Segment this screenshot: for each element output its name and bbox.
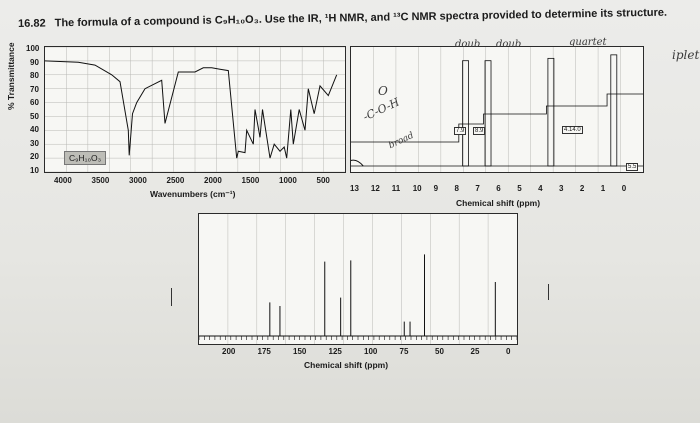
cnmr-spectrum-plot: [199, 214, 517, 344]
ir-spectrum-plot: [45, 47, 345, 172]
hnmr-x-tick: 7: [475, 184, 480, 193]
integration-7-9: 7.9: [454, 127, 467, 135]
handwriting-carbonyl-o: O: [378, 84, 388, 98]
hnmr-x-tick: 6: [496, 184, 501, 193]
ir-y-tick: 40: [30, 125, 39, 134]
ir-y-tick: 80: [30, 71, 39, 80]
margin-mark-left: [171, 288, 172, 306]
ir-y-tick: 10: [30, 165, 39, 175]
hnmr-x-tick: 5: [517, 184, 522, 193]
ir-x-tick: 500: [316, 176, 330, 185]
ir-y-tick: 20: [30, 152, 39, 161]
ir-x-tick: 3500: [91, 176, 110, 185]
margin-mark-right: [548, 284, 549, 300]
hnmr-x-axis-label: Chemical shift (ppm): [456, 198, 541, 208]
cnmr-x-tick: 100: [364, 347, 378, 356]
hnmr-x-tick: 0: [621, 184, 627, 193]
cnmr-x-axis-label: Chemical shift (ppm): [304, 360, 389, 370]
ir-x-tick: 4000: [54, 176, 72, 185]
hnmr-x-tick: 4: [538, 184, 543, 193]
problem-statement: 16.82 The formula of a compound is C₉H₁₀…: [18, 7, 667, 30]
cnmr-spectrum-panel: [198, 213, 518, 345]
hnmr-spectrum-plot: [351, 47, 643, 172]
ir-y-tick: 50: [30, 111, 39, 121]
ir-y-tick: 100: [26, 44, 40, 53]
cnmr-x-tick: 50: [435, 347, 444, 356]
hnmr-x-tick: 9: [433, 184, 439, 193]
integration-8-9: 8.9: [473, 127, 486, 135]
hnmr-x-tick: 10: [412, 184, 422, 193]
ir-y-tick: 30: [30, 138, 39, 148]
handwriting-doub-1: doub: [455, 39, 481, 50]
ir-y-tick: 70: [30, 84, 39, 94]
hnmr-x-tick: 13: [350, 184, 359, 193]
hnmr-spectrum-panel: [350, 46, 644, 173]
cnmr-x-tick: 25: [470, 347, 480, 356]
integration-quartet: 4.14.0: [562, 126, 583, 134]
cnmr-x-tick: 125: [328, 347, 342, 356]
ir-spectrum-line: [45, 60, 338, 159]
cnmr-x-tick: 175: [257, 347, 271, 356]
handwriting-doub-2: doub: [496, 39, 522, 50]
handwriting-triplet: iplet: [672, 48, 700, 62]
ir-x-tick: 1500: [241, 176, 260, 185]
hnmr-x-tick: 11: [391, 184, 401, 193]
integration-triplet: 5.5: [626, 163, 639, 171]
cnmr-x-tick: 150: [293, 347, 307, 356]
hnmr-peak: [351, 159, 364, 167]
ir-formula-box: C₉H₁₀O₃: [64, 151, 107, 165]
ir-y-tick: 60: [30, 98, 39, 107]
hnmr-peak: [610, 54, 618, 167]
ir-y-tick: 90: [30, 57, 39, 67]
ir-x-tick: 3000: [129, 176, 147, 185]
cnmr-x-tick: 200: [222, 347, 236, 356]
hnmr-x-tick: 8: [454, 184, 459, 193]
ir-x-axis-label: Wavenumbers (cm⁻¹): [150, 189, 236, 199]
ir-y-axis-label: % Transmittance: [6, 42, 16, 110]
hnmr-x-tick: 1: [600, 184, 606, 193]
cnmr-x-tick: 75: [399, 347, 409, 356]
problem-number: 16.82: [18, 17, 46, 30]
cnmr-x-tick: 0: [506, 347, 511, 356]
ir-x-tick: 1000: [279, 176, 297, 185]
hnmr-x-tick: 3: [559, 184, 564, 193]
problem-text: The formula of a compound is C₉H₁₀O₃. Us…: [54, 6, 668, 30]
handwriting-quartet: quartet: [569, 37, 607, 48]
ir-x-tick: 2500: [166, 176, 185, 185]
hnmr-x-tick: 2: [579, 184, 585, 193]
hnmr-x-tick: 12: [370, 184, 380, 193]
ir-x-tick: 2000: [204, 176, 222, 185]
